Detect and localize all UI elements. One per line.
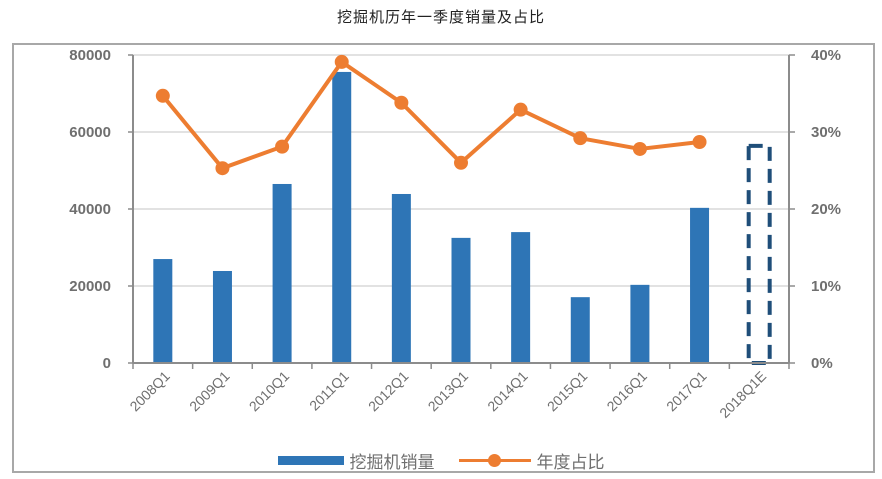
share-marker-icon (394, 95, 409, 110)
sales-bar (630, 284, 650, 363)
share-marker-icon (632, 141, 647, 156)
x-axis-tick: 2009Q1 (186, 368, 233, 415)
chart-frame (12, 43, 875, 473)
sales-bar (690, 207, 710, 363)
left-axis-tick: 60000 (69, 124, 111, 141)
sales-bar (451, 237, 471, 363)
legend-item-sales: 挖掘机销量 (277, 448, 435, 473)
share-marker-icon (692, 135, 707, 150)
legend-item-share: 年度占比 (458, 448, 605, 473)
share-marker-icon (573, 131, 588, 146)
chart-legend: 挖掘机销量 年度占比 (0, 448, 882, 473)
bar-swatch-icon (277, 455, 344, 465)
sales-bar (511, 232, 531, 363)
x-axis-tick: 2010Q1 (246, 368, 293, 415)
left-axis-tick: 20000 (69, 278, 111, 295)
x-axis-tick: 2018Q1E (716, 368, 769, 421)
chart-title: 挖掘机历年一季度销量及占比 (336, 8, 545, 26)
x-axis-tick: 2016Q1 (603, 368, 650, 415)
sales-bar (570, 297, 590, 363)
share-marker-icon (275, 139, 290, 154)
right-axis-tick: 10% (811, 278, 841, 295)
sales-bar (391, 193, 411, 363)
left-axis-tick: 40000 (69, 201, 111, 218)
x-axis-tick: 2011Q1 (306, 368, 352, 414)
sales-bar (153, 259, 173, 363)
x-axis-tick: 2015Q1 (544, 368, 591, 415)
x-axis-tick: 2014Q1 (484, 368, 531, 415)
share-marker-icon (454, 155, 468, 170)
share-marker-icon (155, 88, 170, 103)
sales-bar (332, 71, 352, 363)
x-axis-tick: 2008Q1 (126, 368, 173, 415)
share-marker-icon (334, 54, 349, 69)
legend-label-share: 年度占比 (536, 452, 605, 473)
sales-bar (212, 270, 232, 363)
right-axis-tick: 30% (811, 124, 841, 141)
share-line (161, 59, 700, 171)
right-axis-tick: 0% (811, 355, 833, 372)
estimate-bar (746, 143, 772, 365)
line-marker-icon (458, 452, 531, 468)
x-axis-tick: 2013Q1 (425, 368, 472, 415)
x-axis-tick: 2017Q1 (663, 368, 710, 415)
x-axis-tick: 2012Q1 (365, 368, 412, 415)
share-marker-icon (513, 102, 528, 117)
left-axis-tick: 80000 (69, 47, 111, 64)
left-axis-tick: 0 (103, 355, 111, 372)
share-marker-icon (215, 161, 230, 176)
right-axis-tick: 40% (811, 47, 841, 64)
sales-bar (272, 183, 292, 363)
right-axis-tick: 20% (811, 201, 841, 218)
legend-label-sales: 挖掘机销量 (349, 452, 435, 473)
